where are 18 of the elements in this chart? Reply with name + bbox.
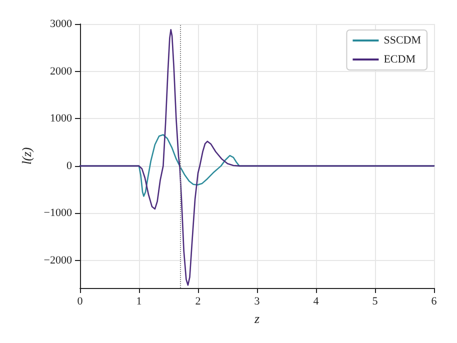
x-tick-label: 6 — [431, 296, 438, 308]
x-axis-title: z — [253, 310, 260, 326]
y-tick-label: 2000 — [50, 65, 72, 78]
x-tick-label: 4 — [313, 296, 320, 308]
y-tick-label: 1000 — [50, 112, 72, 125]
x-tick-label: 2 — [195, 296, 201, 308]
y-tick-label: −1000 — [44, 207, 72, 220]
legend-label: ECDM — [384, 54, 416, 66]
x-tick-label: 0 — [77, 296, 84, 308]
line-series — [79, 29, 435, 286]
x-tick-label: 5 — [372, 296, 378, 308]
x-tick-label: 1 — [136, 296, 142, 308]
y-tick-label: −2000 — [44, 254, 72, 267]
y-tick-label: 0 — [66, 160, 72, 172]
y-axis-title: l(z) — [18, 147, 34, 165]
x-tick-label: 3 — [254, 296, 260, 308]
y-tick-label: 3000 — [50, 18, 72, 30]
legend-label: SSCDM — [384, 34, 422, 46]
